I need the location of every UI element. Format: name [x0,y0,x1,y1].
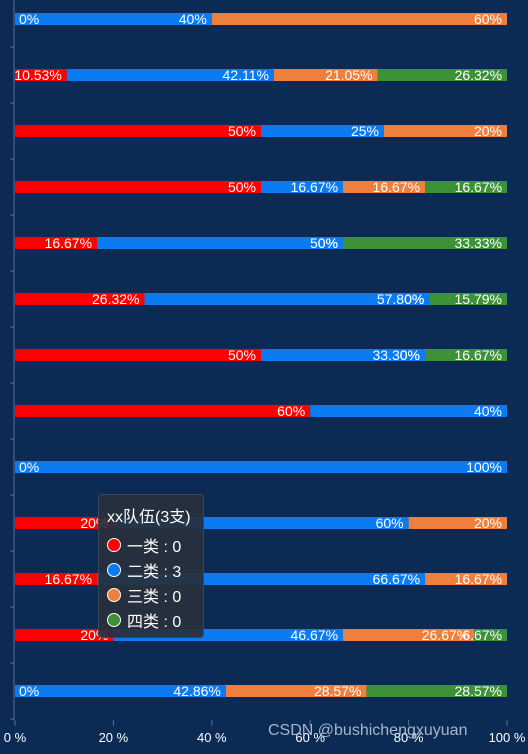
bar-segment [15,405,311,417]
bar-segment [97,237,344,249]
data-label: 16.67% [373,179,420,195]
legend-dot-icon [107,537,121,552]
bar-segment [408,517,507,529]
data-label: 16.67% [45,571,92,587]
tooltip-item-1: 一类 : 0 [107,532,195,557]
tooltip-item-3: 三类 : 0 [107,582,195,607]
data-label: 0% [404,291,424,307]
bar-segment [15,125,261,137]
bar-segment [261,349,425,361]
x-tick-label: 0 % [4,730,27,745]
data-label: 26.67% [422,627,469,643]
data-label: 66.67% [373,571,420,587]
data-label: 28.57% [314,683,361,699]
data-label: 42.11% [223,67,269,83]
bar-segment [15,461,507,473]
data-label: 46.67% [291,627,338,643]
data-label: 26.32% [92,291,139,307]
tooltip-item-4: 四类 : 0 [107,607,195,632]
bar-segment [15,685,226,697]
bar-segment [384,125,507,137]
data-label: 40% [474,403,502,419]
data-label: 28.57% [455,683,502,699]
data-label: 50% [228,179,256,195]
data-label: 16.67% [455,347,502,363]
legend-dot-icon [107,587,121,602]
bar-segment [424,349,507,361]
data-label: 26.32% [455,67,502,83]
data-label: 6.67% [462,627,502,643]
legend-dot-icon [107,612,121,627]
tooltip-item-label: 四类 : 0 [127,613,182,631]
tooltip-item-label: 三类 : 0 [127,588,182,606]
x-tick-label: 100 % [489,730,526,745]
data-label: 57.80% [377,291,424,307]
data-label: 0% [19,459,39,475]
data-label: 33.30% [372,347,419,363]
bar-segment [211,13,508,25]
bar-segment [15,517,114,529]
data-label: 16.67% [291,179,338,195]
data-label: 60% [474,11,502,27]
x-tick-label: 20 % [99,730,129,745]
bar-segment [343,629,475,641]
bar-segment [343,181,426,193]
bar-segment [15,573,98,585]
data-label: 50% [310,235,338,251]
tooltip-title: xx队伍(3支) [107,509,191,526]
bar-segment [15,629,114,641]
data-label: 60% [277,403,305,419]
data-label: 16.67% [455,571,502,587]
data-label: 20% [474,123,502,139]
bar-segment [15,181,261,193]
bar-segment [15,13,212,25]
bar-segment [225,685,367,697]
data-label: 100% [466,459,502,475]
x-tick-label: 80 % [394,730,424,745]
chart-tooltip: xx队伍(3支) 一类 : 0 二类 : 3 三类 : 0 四类 : 0 [98,494,204,638]
data-label: 50% [228,347,256,363]
data-label: 50% [228,123,256,139]
bar-segment [310,405,507,417]
bar-segment [15,293,145,305]
data-label: 0% [318,235,338,251]
bar-segment [343,237,507,249]
x-tick-label: 60 % [295,730,325,745]
bar-segment [366,685,507,697]
bar-segment [15,69,67,81]
bar-segment [261,181,344,193]
data-label: 40% [179,11,207,27]
data-label: 0% [19,683,39,699]
data-label: 42.86% [173,683,220,699]
data-label: 33.33% [455,235,502,251]
bar-segment [273,69,378,81]
bar-segment [425,573,508,585]
data-label: 21.05% [325,67,372,83]
data-label: 20% [474,515,502,531]
bar-segment [15,349,261,361]
bar-segment [144,293,430,305]
bar-segment [377,69,508,81]
data-label: 60% [376,515,404,531]
watermark: CSDN @bushichengxuyuan [268,722,468,739]
tooltip-item-label: 二类 : 3 [127,563,182,581]
bar-segment [429,293,507,305]
data-label: 0% [19,11,39,27]
data-label: 25% [351,123,379,139]
legend-dot-icon [107,562,121,577]
bar-segment [66,69,274,81]
bar-segment [425,181,508,193]
bar-segment [474,629,508,641]
x-tick-label: 40 % [197,730,227,745]
data-label: 16.67% [455,179,502,195]
data-label: 16.67% [45,235,92,251]
bar-segment [15,237,98,249]
data-label: 15.79% [455,291,502,307]
bar-segment [261,125,384,137]
tooltip-item-2: 二类 : 3 [107,557,195,582]
tooltip-item-label: 一类 : 0 [127,538,182,556]
data-label: 0% [400,347,420,363]
data-label: 10.53% [14,67,61,83]
